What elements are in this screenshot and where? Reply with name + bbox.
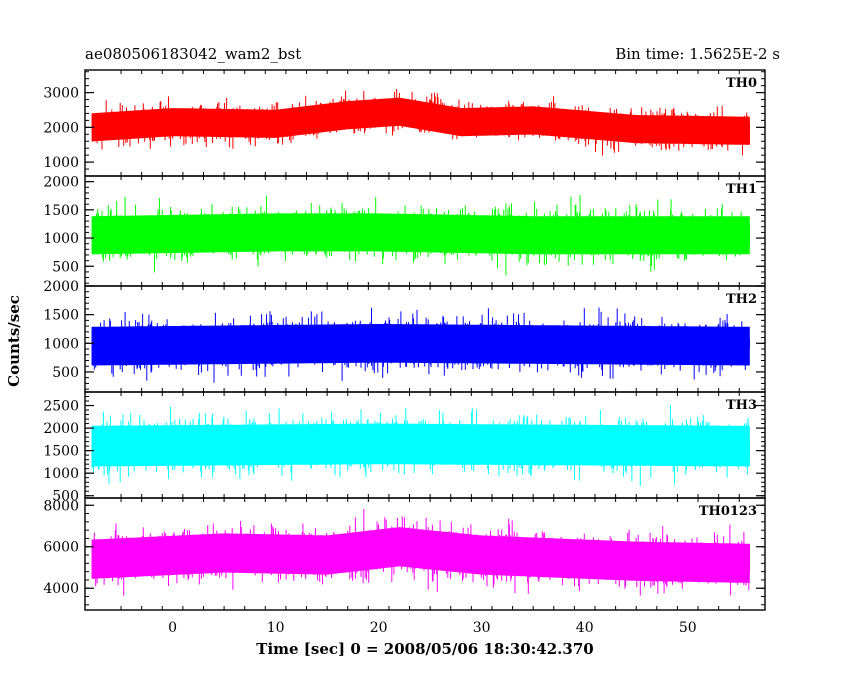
x-tick-label: 30 xyxy=(473,620,491,636)
y-tick-label: 2500 xyxy=(43,399,79,415)
y-tick-label: 1000 xyxy=(43,336,79,352)
series-th0-core xyxy=(91,97,750,145)
y-tick-label: 1000 xyxy=(43,155,79,171)
y-tick-label: 1500 xyxy=(43,308,79,324)
chart-title: ae080506183042_wam2_bst xyxy=(85,45,301,63)
panel-label-th0: TH0 xyxy=(726,76,757,91)
y-tick-label: 6000 xyxy=(43,540,79,556)
bin-time-label: Bin time: 1.5625E-2 s xyxy=(615,45,780,63)
x-axis-label: Time [sec] 0 = 2008/05/06 18:30:42.370 xyxy=(256,640,593,658)
panel-label-th0123: TH0123 xyxy=(699,504,757,519)
panel-th1: 500 1000 1500 2000 TH1 xyxy=(43,175,766,287)
y-tick-label: 3000 xyxy=(43,86,79,102)
panel-th2: 500 1000 1500 2000 TH2 xyxy=(43,279,766,393)
panels-group: 1000 2000 3000 TH0 500 1000 1500 2000 TH1 500 1000… xyxy=(43,69,766,611)
x-tick-label: 20 xyxy=(370,620,388,636)
y-axis-label: Counts/sec xyxy=(5,295,23,387)
y-tick-label: 500 xyxy=(52,489,79,505)
y-tick-label: 2000 xyxy=(43,279,79,295)
y-tick-label: 1000 xyxy=(43,231,79,247)
x-tick-label: 50 xyxy=(679,620,697,636)
series-th3-core xyxy=(91,423,750,467)
y-tick-label: 2000 xyxy=(43,421,79,437)
y-tick-label: 1500 xyxy=(43,203,79,219)
panel-th3: 500 1000 1500 2000 2500 TH3 xyxy=(43,391,766,505)
x-tick-label: 0 xyxy=(168,620,177,636)
y-tick-label: 8000 xyxy=(43,498,79,514)
series-th1-core xyxy=(91,213,750,255)
y-tick-label: 1000 xyxy=(43,466,79,482)
y-tick-label: 2000 xyxy=(43,175,79,191)
y-tick-label: 500 xyxy=(52,365,79,381)
panel-label-th1: TH1 xyxy=(726,182,757,197)
x-tick-label: 40 xyxy=(576,620,594,636)
x-tick-label: 10 xyxy=(267,620,285,636)
panel-label-th3: TH3 xyxy=(726,398,757,413)
y-tick-label: 2000 xyxy=(43,120,79,136)
panel-label-th2: TH2 xyxy=(726,292,757,307)
panel-frame xyxy=(84,497,766,611)
series-th0123-core xyxy=(91,527,750,583)
series-th2-core xyxy=(91,324,750,366)
y-tick-label: 500 xyxy=(52,259,79,275)
y-tick-label: 1500 xyxy=(43,444,79,460)
panel-th0: 1000 2000 3000 TH0 xyxy=(43,69,766,177)
panel-th0123: 4000 6000 8000 TH0123 xyxy=(43,497,766,611)
x-axis-tick-labels: 0 10 20 30 40 50 xyxy=(168,620,697,636)
y-tick-label: 4000 xyxy=(43,581,79,597)
